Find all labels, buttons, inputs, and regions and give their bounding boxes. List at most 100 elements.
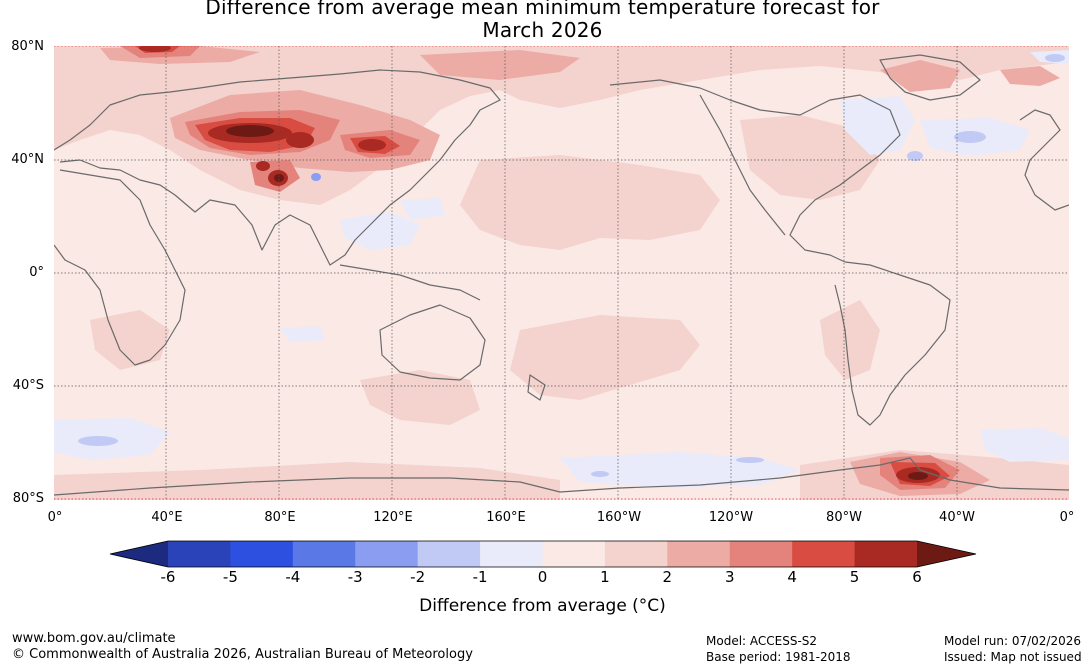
colorbar-tick-label: -3 xyxy=(347,568,363,586)
anomaly-above-6 xyxy=(226,125,928,480)
map-title-line1: Difference from average mean minimum tem… xyxy=(205,0,880,19)
tibet-extreme-2 xyxy=(256,161,270,171)
antarctica-coastline xyxy=(54,457,1069,496)
arctic-cold-core xyxy=(1045,54,1065,62)
colorbar-segment xyxy=(729,541,793,567)
colorbar-tick-label: 6 xyxy=(912,568,922,586)
hudson-bay-cool-region xyxy=(840,96,915,155)
colorbar-segment xyxy=(292,541,356,567)
lat-label-equator: 0° xyxy=(29,265,44,280)
colorbar-tick-label: 5 xyxy=(849,568,860,586)
footer-model-run: Model run: 07/02/2026 xyxy=(944,634,1082,648)
australia-coastline xyxy=(379,304,486,381)
lon-label-80e: 80°E xyxy=(264,510,296,525)
central-asia-extreme-2 xyxy=(286,132,314,148)
footer-model: Model: ACCESS-S2 xyxy=(706,634,818,648)
lon-label-120w: 120°W xyxy=(708,510,754,525)
lon-label-40w: 40°W xyxy=(939,510,975,525)
colorbar-tick-label: -1 xyxy=(472,568,488,586)
south-america-coastline xyxy=(834,261,951,426)
south-of-australia-warm-patch xyxy=(360,370,480,425)
greenland-warm-patch xyxy=(880,60,960,92)
colorbar-segment xyxy=(854,541,918,567)
colorbar-tick-label: 1 xyxy=(600,568,610,586)
colorbar-title: Difference from average (°C) xyxy=(419,596,666,616)
map-frame-dotted xyxy=(54,46,1069,500)
lat-label-80n: 80°N xyxy=(11,39,44,54)
colorbar-tick-label: -5 xyxy=(222,568,238,586)
graticule xyxy=(54,46,1069,500)
central-asia-core xyxy=(226,125,274,137)
lon-label-160e: 160°E xyxy=(486,510,526,525)
eurasia-coastline xyxy=(54,69,501,266)
lon-label-0-left: 0° xyxy=(47,510,63,525)
south-china-sea-cool-region xyxy=(340,212,420,250)
weddell-core xyxy=(908,472,928,480)
colorbar-segment xyxy=(792,541,856,567)
ross-sea-cold-core-2 xyxy=(591,471,609,477)
map-fields xyxy=(54,46,1069,500)
colorbar-tick-label: 4 xyxy=(787,568,797,586)
antarctic-warm-band-west xyxy=(54,462,560,500)
western-europe-coastline xyxy=(1019,109,1069,211)
colorbar-segment xyxy=(480,541,543,567)
indonesia-coastline xyxy=(339,264,481,301)
mongolia-extreme xyxy=(358,139,386,151)
colorbar-segment xyxy=(417,541,481,567)
arctic-north-atlantic-warm-patch xyxy=(1000,66,1060,86)
southern-ocean-cool-region xyxy=(980,428,1069,462)
lat-label-40n: 40°N xyxy=(11,152,44,167)
lat-label-40s: 40°S xyxy=(12,378,44,393)
south-america-warm-patch xyxy=(820,300,880,380)
lon-label-80w: 80°W xyxy=(826,510,862,525)
anomaly-minus-1-to-0 xyxy=(54,50,1069,488)
ross-sea-cold-core xyxy=(736,457,764,463)
map-title-line2: March 2026 xyxy=(482,18,603,42)
map-title: Difference from average mean minimum tem… xyxy=(0,0,1085,42)
lat-label-80s: 80°S xyxy=(12,491,44,506)
north-america-coastline xyxy=(609,79,901,263)
barents-extreme xyxy=(139,46,171,52)
colorbar-segment xyxy=(168,541,231,567)
colorbar-tick-label: 0 xyxy=(537,568,548,586)
anomaly-minus-3-to-minus-2 xyxy=(311,173,321,181)
footer-issued: Issued: Map not issued xyxy=(944,650,1082,664)
tibet-core xyxy=(274,174,284,182)
footer-base-period: Base period: 1981-2018 xyxy=(706,650,851,664)
colorbar-tick-label: -6 xyxy=(160,568,176,586)
colorbar-extend-high xyxy=(917,541,976,567)
arctic-siberia-warm-patch xyxy=(420,50,580,80)
colorbar-segments xyxy=(109,540,977,568)
colorbar-segment xyxy=(230,541,294,567)
lon-label-120e: 120°E xyxy=(373,510,413,525)
north-pacific-warm-patch xyxy=(460,155,720,250)
new-zealand-coastline xyxy=(527,374,546,401)
lon-label-0-right: 0° xyxy=(1059,510,1075,525)
africa-coastline xyxy=(54,169,186,366)
anomaly-minus-2-to-minus-1 xyxy=(78,54,1065,477)
coastlines xyxy=(54,54,1069,496)
colorbar-outline xyxy=(109,540,977,568)
western-pacific-cool-region xyxy=(400,198,445,220)
tibet-cold-spot xyxy=(311,173,321,181)
newfoundland-cold-core xyxy=(907,151,923,161)
footer-copyright: © Commonwealth of Australia 2026, Austra… xyxy=(12,647,473,662)
colorbar-segment xyxy=(667,541,731,567)
colorbar-segment xyxy=(355,541,419,567)
footer-url[interactable]: www.bom.gov.au/climate xyxy=(12,631,176,646)
colorbar-tick-label: -2 xyxy=(410,568,426,586)
colorbar-tick-label: 2 xyxy=(662,568,673,586)
colorbar-tick-label: 3 xyxy=(724,568,735,586)
colorbar-segment xyxy=(542,541,606,567)
colorbar-extend-low xyxy=(110,541,168,567)
colorbar-segment xyxy=(604,541,668,567)
colorbar-tick-label: -4 xyxy=(285,568,301,586)
south-atlantic-cold-core xyxy=(78,436,118,446)
lon-label-160w: 160°W xyxy=(596,510,642,525)
greenland-coastline xyxy=(879,54,981,101)
indian-ocean-cool-patch xyxy=(280,326,325,342)
north-america-warm-patch xyxy=(740,115,880,200)
south-pacific-warm-patch xyxy=(510,315,700,400)
